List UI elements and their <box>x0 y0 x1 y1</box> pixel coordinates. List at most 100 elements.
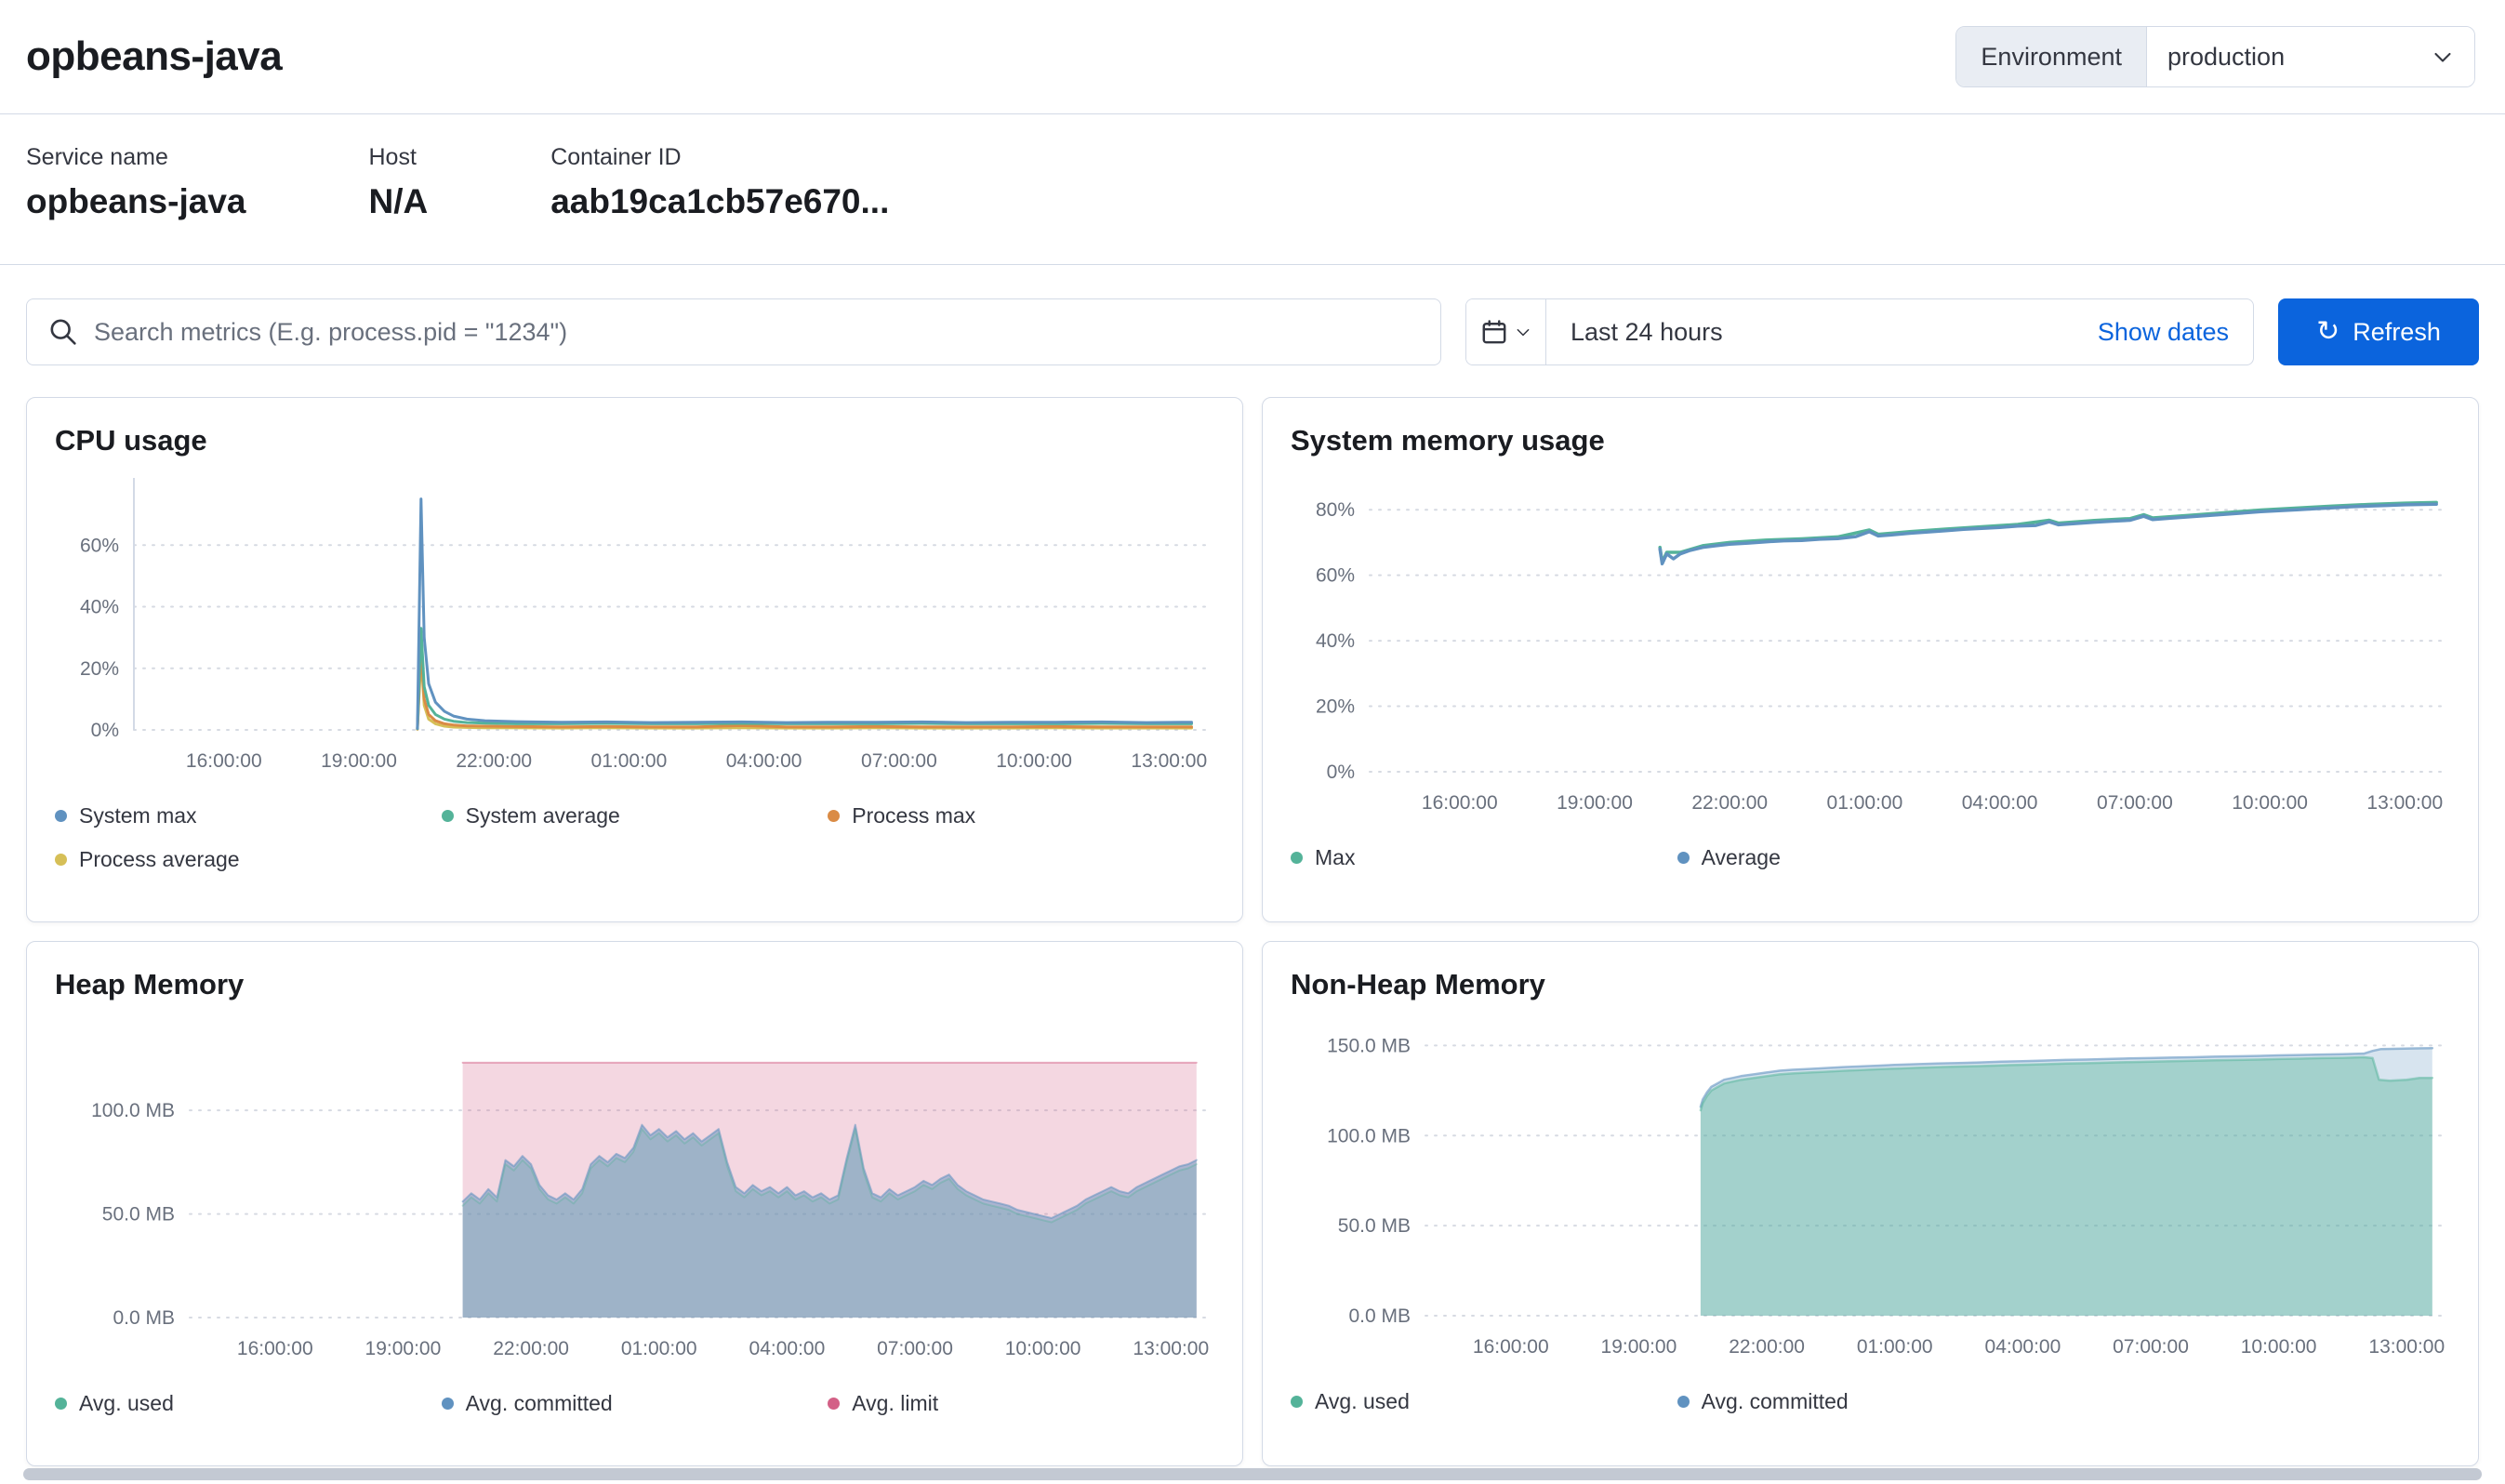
calendar-menu-button[interactable] <box>1466 299 1546 364</box>
cpu-usage-legend: System max System average Process max Proce… <box>55 803 1214 891</box>
heap-memory-chart[interactable]: 0.0 MB 50.0 MB 100.0 MB 16:00:00 19:00:00 22:… <box>55 1014 1214 1371</box>
svg-text:01:00:00: 01:00:00 <box>591 750 668 772</box>
refresh-button[interactable]: ↻ Refresh <box>2278 298 2479 365</box>
date-display[interactable]: Last 24 hours Show dates <box>1546 299 2253 364</box>
host-block: Host N/A <box>368 144 428 221</box>
legend-dot-icon <box>441 1398 454 1410</box>
host-label: Host <box>368 144 417 170</box>
svg-text:10:00:00: 10:00:00 <box>2232 792 2308 814</box>
horizontal-scrollbar[interactable] <box>23 1468 2482 1480</box>
search-icon <box>50 319 76 345</box>
panel-non-heap-memory: Non-Heap Memory 0.0 MB 50.0 MB 100.0 MB 150… <box>1262 941 2479 1466</box>
panel-title: System memory usage <box>1291 424 1605 457</box>
legend-dot-icon <box>55 810 67 822</box>
chart-svg: 0.0 MB 50.0 MB 100.0 MB 150.0 MB 16:00:00 19:… <box>1327 1035 2445 1358</box>
svg-text:100.0 MB: 100.0 MB <box>1327 1125 1411 1146</box>
panel-title: Heap Memory <box>55 968 245 1000</box>
refresh-icon: ↻ <box>2316 315 2340 348</box>
legend-dot-icon <box>1677 852 1690 864</box>
svg-text:04:00:00: 04:00:00 <box>1985 1336 2061 1358</box>
chevron-down-icon <box>2434 52 2451 62</box>
chart-svg: 0% 20% 40% 60% 80% 16:00:00 19:00:00 22:00:00 01… <box>1316 499 2443 814</box>
legend-label: Average <box>1701 845 1781 869</box>
date-picker: Last 24 hours Show dates <box>1465 298 2254 365</box>
svg-text:19:00:00: 19:00:00 <box>321 750 397 772</box>
svg-text:13:00:00: 13:00:00 <box>2366 792 2443 814</box>
legend-item[interactable]: System max <box>55 803 442 828</box>
legend-dot-icon <box>441 810 454 822</box>
svg-text:40%: 40% <box>1316 630 1355 652</box>
panel-heap-memory: Heap Memory 0.0 MB 50.0 MB 100.0 MB 16:00:0… <box>26 941 1243 1466</box>
non-heap-memory-chart[interactable]: 0.0 MB 50.0 MB 100.0 MB 150.0 MB 16:00:00 19:… <box>1291 1014 2450 1369</box>
panel-title: CPU usage <box>55 424 207 457</box>
svg-text:01:00:00: 01:00:00 <box>621 1338 697 1359</box>
legend-item[interactable]: Avg. limit <box>828 1391 1214 1416</box>
svg-text:19:00:00: 19:00:00 <box>1557 792 1633 814</box>
svg-text:40%: 40% <box>80 597 119 618</box>
svg-text:150.0 MB: 150.0 MB <box>1327 1035 1411 1056</box>
page-title: opbeans-java <box>26 33 283 79</box>
svg-text:0%: 0% <box>91 720 119 741</box>
service-name-block: Service name opbeans-java <box>26 144 245 221</box>
legend-label: Max <box>1315 845 1356 869</box>
heap-memory-legend: Avg. used Avg. committed Avg. limit <box>55 1391 1214 1435</box>
chart-svg: 0.0 MB 50.0 MB 100.0 MB 16:00:00 19:00:00 22:… <box>91 1061 1209 1359</box>
cpu-usage-chart[interactable]: 0% 20% 40% 60% 16:00:00 19:00:00 22:00:00 01:00… <box>55 470 1214 783</box>
legend-dot-icon <box>1291 1396 1303 1408</box>
svg-text:16:00:00: 16:00:00 <box>1473 1336 1549 1358</box>
system-memory-chart[interactable]: 0% 20% 40% 60% 80% 16:00:00 19:00:00 22:00:00 01… <box>1291 470 2450 825</box>
service-name-value: opbeans-java <box>26 182 246 220</box>
date-range-value: Last 24 hours <box>1571 317 1723 346</box>
container-id-block: Container ID aab19ca1cb57e670... <box>550 144 889 221</box>
svg-text:07:00:00: 07:00:00 <box>2113 1336 2189 1358</box>
legend-label: System max <box>79 803 197 828</box>
legend-label: Avg. used <box>1315 1389 1410 1413</box>
legend-item[interactable]: Average <box>1677 845 2064 870</box>
legend-item[interactable]: Max <box>1291 845 1677 870</box>
charts-grid: CPU usage 0% 20% 40% 60% 16:00:00 19:00:00 22:… <box>26 397 2479 1466</box>
svg-text:60%: 60% <box>1316 565 1355 587</box>
legend-dot-icon <box>828 1398 841 1410</box>
svg-text:50.0 MB: 50.0 MB <box>102 1204 175 1226</box>
show-dates-link[interactable]: Show dates <box>2097 317 2229 346</box>
svg-text:0.0 MB: 0.0 MB <box>1348 1305 1411 1327</box>
legend-dot-icon <box>1677 1396 1690 1408</box>
svg-text:20%: 20% <box>1316 696 1355 718</box>
legend-item[interactable]: System average <box>441 803 828 828</box>
svg-text:07:00:00: 07:00:00 <box>877 1338 953 1359</box>
svg-text:13:00:00: 13:00:00 <box>1131 750 1207 772</box>
search-input[interactable] <box>94 317 1418 347</box>
svg-text:04:00:00: 04:00:00 <box>726 750 802 772</box>
container-id-label: Container ID <box>550 144 682 170</box>
legend-item[interactable]: Avg. committed <box>1677 1389 2064 1414</box>
chart-svg: 0% 20% 40% 60% 16:00:00 19:00:00 22:00:00 01:00… <box>80 478 1207 772</box>
legend-item[interactable]: Avg. used <box>1291 1389 1677 1414</box>
info-divider <box>0 264 2505 265</box>
legend-item[interactable]: Process max <box>828 803 1214 828</box>
service-name-label: Service name <box>26 144 168 170</box>
svg-text:0.0 MB: 0.0 MB <box>113 1307 175 1329</box>
environment-label: Environment <box>1956 27 2147 86</box>
calendar-icon <box>1482 320 1505 344</box>
svg-text:04:00:00: 04:00:00 <box>1962 792 2038 814</box>
legend-item[interactable]: Avg. used <box>55 1391 442 1416</box>
svg-text:10:00:00: 10:00:00 <box>1005 1338 1081 1359</box>
non-heap-memory-legend: Avg. used Avg. committed <box>1291 1389 2450 1433</box>
svg-text:22:00:00: 22:00:00 <box>456 750 532 772</box>
legend-label: Process average <box>79 847 240 871</box>
svg-text:19:00:00: 19:00:00 <box>1601 1336 1677 1358</box>
environment-select[interactable]: production <box>2147 27 2474 86</box>
svg-text:19:00:00: 19:00:00 <box>365 1338 442 1359</box>
legend-label: Avg. committed <box>465 1391 613 1415</box>
container-id-value: aab19ca1cb57e670... <box>550 182 890 220</box>
svg-text:13:00:00: 13:00:00 <box>1133 1338 1209 1359</box>
toolbar: Last 24 hours Show dates ↻ Refresh <box>26 298 2479 365</box>
legend-item[interactable]: Process average <box>55 847 442 872</box>
system-memory-legend: Max Average <box>1291 845 2450 889</box>
legend-label: Process max <box>852 803 976 828</box>
environment-control: Environment production <box>1955 26 2475 87</box>
legend-dot-icon <box>828 810 841 822</box>
legend-item[interactable]: Avg. committed <box>441 1391 828 1416</box>
svg-text:01:00:00: 01:00:00 <box>1857 1336 1933 1358</box>
